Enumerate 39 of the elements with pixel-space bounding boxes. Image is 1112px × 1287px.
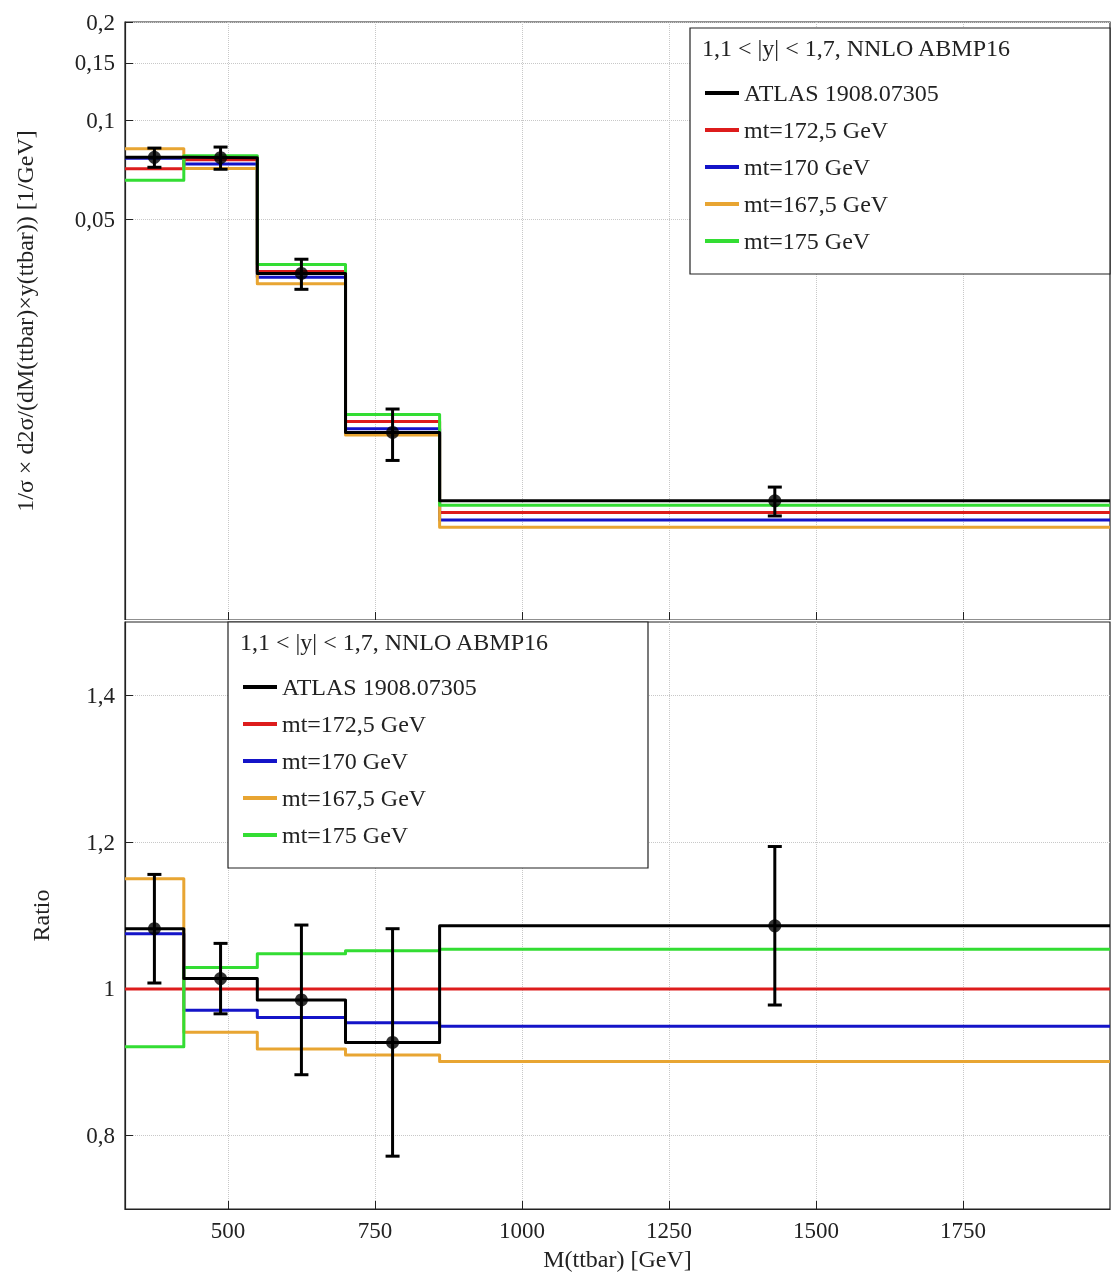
legend-label: mt=167,5 GeV bbox=[744, 191, 889, 217]
point bbox=[768, 919, 782, 933]
y-tick-label: 1,2 bbox=[86, 829, 115, 855]
legend-title: 1,1 < |y| < 1,7, NNLO ABMP16 bbox=[702, 35, 1011, 61]
legend-label: mt=175 GeV bbox=[744, 228, 871, 254]
y-tick-label: 0,1 bbox=[86, 108, 115, 134]
x-tick-label: 1500 bbox=[792, 1218, 839, 1243]
y-tick-label: 1 bbox=[103, 976, 115, 1002]
point bbox=[768, 494, 782, 508]
y-tick-label: 1,4 bbox=[86, 682, 116, 708]
legend-label: mt=167,5 GeV bbox=[282, 785, 427, 811]
x-axis-title: M(ttbar) [GeV] bbox=[543, 1246, 692, 1272]
x-tick-label: 500 bbox=[210, 1218, 246, 1243]
legend-label: mt=172,5 GeV bbox=[282, 711, 427, 737]
point bbox=[214, 972, 228, 986]
x-tick-label: 1250 bbox=[645, 1218, 692, 1243]
point bbox=[386, 425, 400, 439]
point bbox=[294, 266, 308, 280]
legend-label: mt=170 GeV bbox=[282, 748, 409, 774]
point bbox=[386, 1035, 400, 1049]
legend-label: mt=172,5 GeV bbox=[744, 117, 889, 143]
y-tick-label: 0,15 bbox=[74, 50, 115, 76]
legend-label: ATLAS 1908.07305 bbox=[282, 674, 477, 700]
point bbox=[147, 922, 161, 936]
legend-label: mt=170 GeV bbox=[744, 154, 871, 180]
x-tick-label: 750 bbox=[357, 1218, 393, 1243]
x-tick-label: 1000 bbox=[498, 1218, 545, 1243]
x-tick-label: 1750 bbox=[939, 1218, 986, 1243]
y-tick-label: 0,8 bbox=[86, 1123, 115, 1149]
y-axis-title: 1/σ × d2σ/(dM(ttbar)×y(ttbar)) [1/GeV] bbox=[12, 130, 38, 512]
legend-title: 1,1 < |y| < 1,7, NNLO ABMP16 bbox=[240, 629, 549, 655]
point bbox=[147, 150, 161, 164]
legend-label: ATLAS 1908.07305 bbox=[744, 80, 939, 106]
point bbox=[214, 151, 228, 165]
legend-label: mt=175 GeV bbox=[282, 822, 409, 848]
y-tick-label: 0,05 bbox=[74, 206, 115, 232]
y-axis-title: Ratio bbox=[28, 889, 54, 942]
y-tick-label: 0,2 bbox=[86, 9, 115, 35]
point bbox=[294, 993, 308, 1007]
